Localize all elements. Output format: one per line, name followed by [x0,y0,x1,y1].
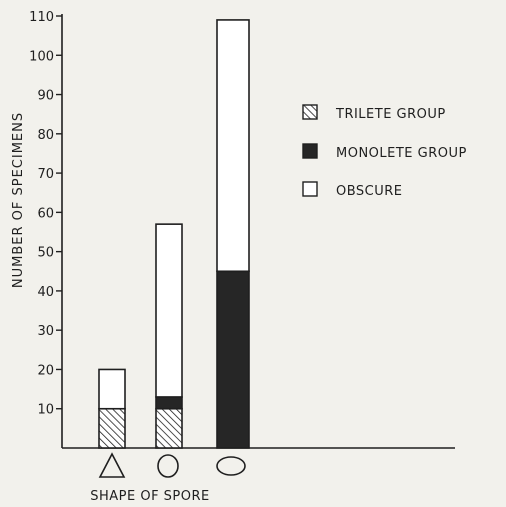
y-tick-label: 80 [37,128,54,143]
legend-label: MONOLETE GROUP [336,146,467,161]
triangle-shape-icon [98,452,126,478]
y-ticks: 10 20 30 40 50 60 70 80 90 100 110 [29,10,62,418]
x-category-shapes [98,452,246,478]
y-tick-label: 60 [37,206,54,221]
y-tick-label: 50 [37,246,54,261]
y-tick-label: 30 [37,324,54,339]
bar-segment-hatched [98,407,126,449]
bar-segment-hatched [155,407,183,449]
bar-segment-open [98,368,126,410]
legend-swatch-open [302,181,318,197]
bars [98,19,250,449]
bar-segment-open [155,223,183,398]
bar-segment-solid-dark [155,396,183,410]
legend-swatch-solid-dark [302,143,318,159]
y-tick-label: 40 [37,285,54,300]
legend: TRILETE GROUP MONOLETE GROUP OBSCURE [302,104,467,199]
y-axis-label: NUMBER OF SPECIMENS [11,112,26,288]
bar-segment-solid-dark [216,270,250,449]
legend-label: TRILETE GROUP [335,107,446,122]
circle-shape-icon [157,454,179,478]
x-axis-label: SHAPE OF SPORE [90,489,210,504]
y-tick-label: 20 [37,363,54,378]
ellipse-shape-icon [216,456,246,476]
y-tick-label: 10 [37,403,54,418]
legend-label: OBSCURE [336,184,403,199]
legend-swatch-hatched [302,104,318,120]
y-tick-label: 100 [29,49,54,64]
y-tick-label: 70 [37,167,54,182]
bar-segment-open [216,19,250,273]
y-tick-label: 110 [29,10,54,25]
y-tick-label: 90 [37,89,54,104]
